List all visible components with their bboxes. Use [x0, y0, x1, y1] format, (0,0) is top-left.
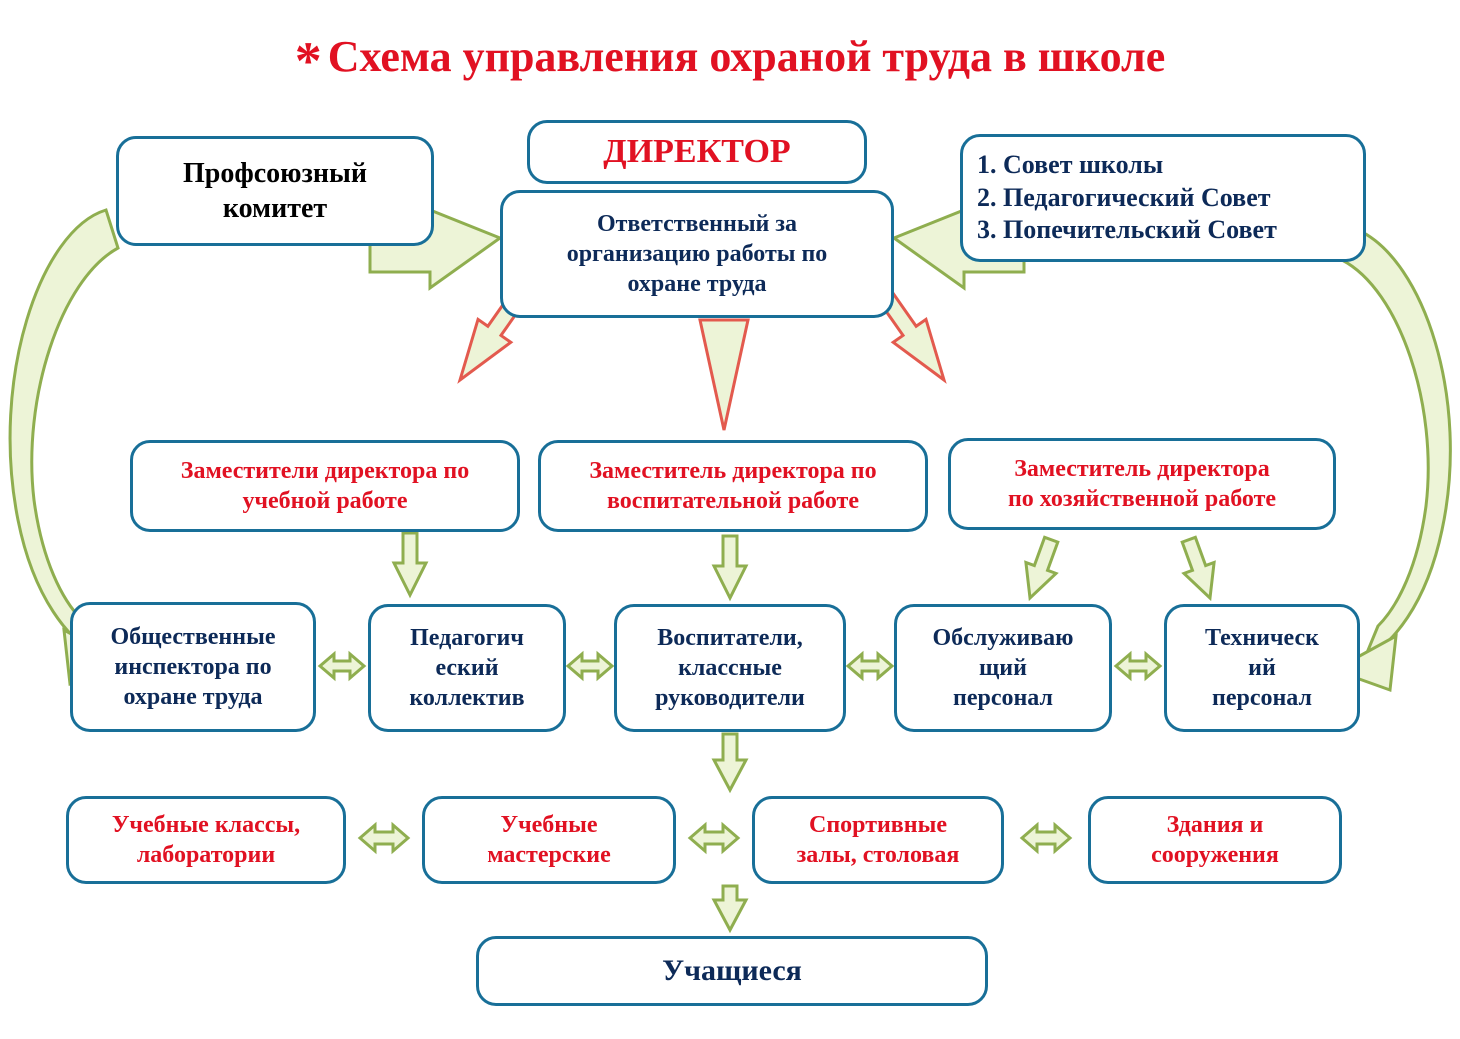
node-label-workshops: Учебныемастерские [487, 810, 611, 870]
arrow-down-1 [394, 533, 426, 595]
node-label-service-personnel: Обслуживающийперсонал [933, 623, 1074, 713]
node-label-inspectors: Общественныеинспектора поохране труда [111, 622, 276, 712]
title-star: * [295, 31, 322, 91]
node-label-buildings: Здания исооружения [1151, 810, 1279, 870]
bidir-r3-1 [320, 654, 364, 678]
node-director: ДИРЕКТОР [527, 120, 867, 184]
arrow-down-3a [1015, 534, 1066, 603]
node-service-personnel: Обслуживающийперсонал [894, 604, 1112, 732]
arrow-down-students [714, 886, 746, 930]
node-label-classrooms: Учебные классы,лаборатории [112, 810, 300, 870]
arrow-down-mid [714, 734, 746, 790]
curve-left [10, 210, 118, 654]
node-label-responsible: Ответственный заорганизацию работы поохр… [567, 209, 828, 299]
node-deputy-services: Заместитель директорапо хозяйственной ра… [948, 438, 1336, 530]
diagram-stage: *Схема управления охраной труда в школе … [0, 0, 1460, 1039]
curve-right [1342, 230, 1450, 660]
node-label-students: Учащиеся [662, 952, 802, 990]
node-label-union-committee: Профсоюзныйкомитет [183, 156, 367, 226]
node-tech-personnel: Техническийперсонал [1164, 604, 1360, 732]
node-label-deputy-upbringing: Заместитель директора повоспитательной р… [589, 456, 876, 516]
node-inspectors: Общественныеинспектора поохране труда [70, 602, 316, 732]
bidir-r3-4 [1116, 654, 1160, 678]
node-buildings: Здания исооружения [1088, 796, 1342, 884]
diagram-title: *Схема управления охраной труда в школе [0, 30, 1460, 92]
node-deputy-education: Заместители директора поучебной работе [130, 440, 520, 532]
node-councils: 1. Совет школы2. Педагогический Совет3. … [960, 134, 1366, 262]
node-label-educators: Воспитатели,классныеруководители [655, 623, 805, 713]
bidir-r3-2 [568, 654, 612, 678]
node-deputy-upbringing: Заместитель директора повоспитательной р… [538, 440, 928, 532]
node-label-ped-collective: Педагогическийколлектив [409, 623, 524, 713]
node-label-councils: 1. Совет школы2. Педагогический Совет3. … [977, 149, 1277, 247]
node-ped-collective: Педагогическийколлектив [368, 604, 566, 732]
node-students: Учащиеся [476, 936, 988, 1006]
bidir-r4-1 [360, 825, 408, 851]
bidir-r4-2 [690, 825, 738, 851]
node-label-sports-halls: Спортивныезалы, столовая [797, 810, 960, 870]
node-label-director: ДИРЕКТОР [603, 131, 790, 174]
node-union-committee: Профсоюзныйкомитет [116, 136, 434, 246]
node-educators: Воспитатели,классныеруководители [614, 604, 846, 732]
node-label-tech-personnel: Техническийперсонал [1205, 623, 1319, 713]
bidir-r4-3 [1022, 825, 1070, 851]
arrow-center-triangle [700, 320, 748, 430]
node-label-deputy-education: Заместители директора поучебной работе [181, 456, 469, 516]
node-classrooms: Учебные классы,лаборатории [66, 796, 346, 884]
node-workshops: Учебныемастерские [422, 796, 676, 884]
arrow-down-2 [714, 536, 746, 598]
arrow-down-3b [1174, 534, 1225, 603]
node-sports-halls: Спортивныезалы, столовая [752, 796, 1004, 884]
node-label-deputy-services: Заместитель директорапо хозяйственной ра… [1008, 454, 1276, 514]
title-text: Схема управления охраной труда в школе [328, 32, 1166, 81]
node-responsible: Ответственный заорганизацию работы поохр… [500, 190, 894, 318]
bidir-r3-3 [848, 654, 892, 678]
